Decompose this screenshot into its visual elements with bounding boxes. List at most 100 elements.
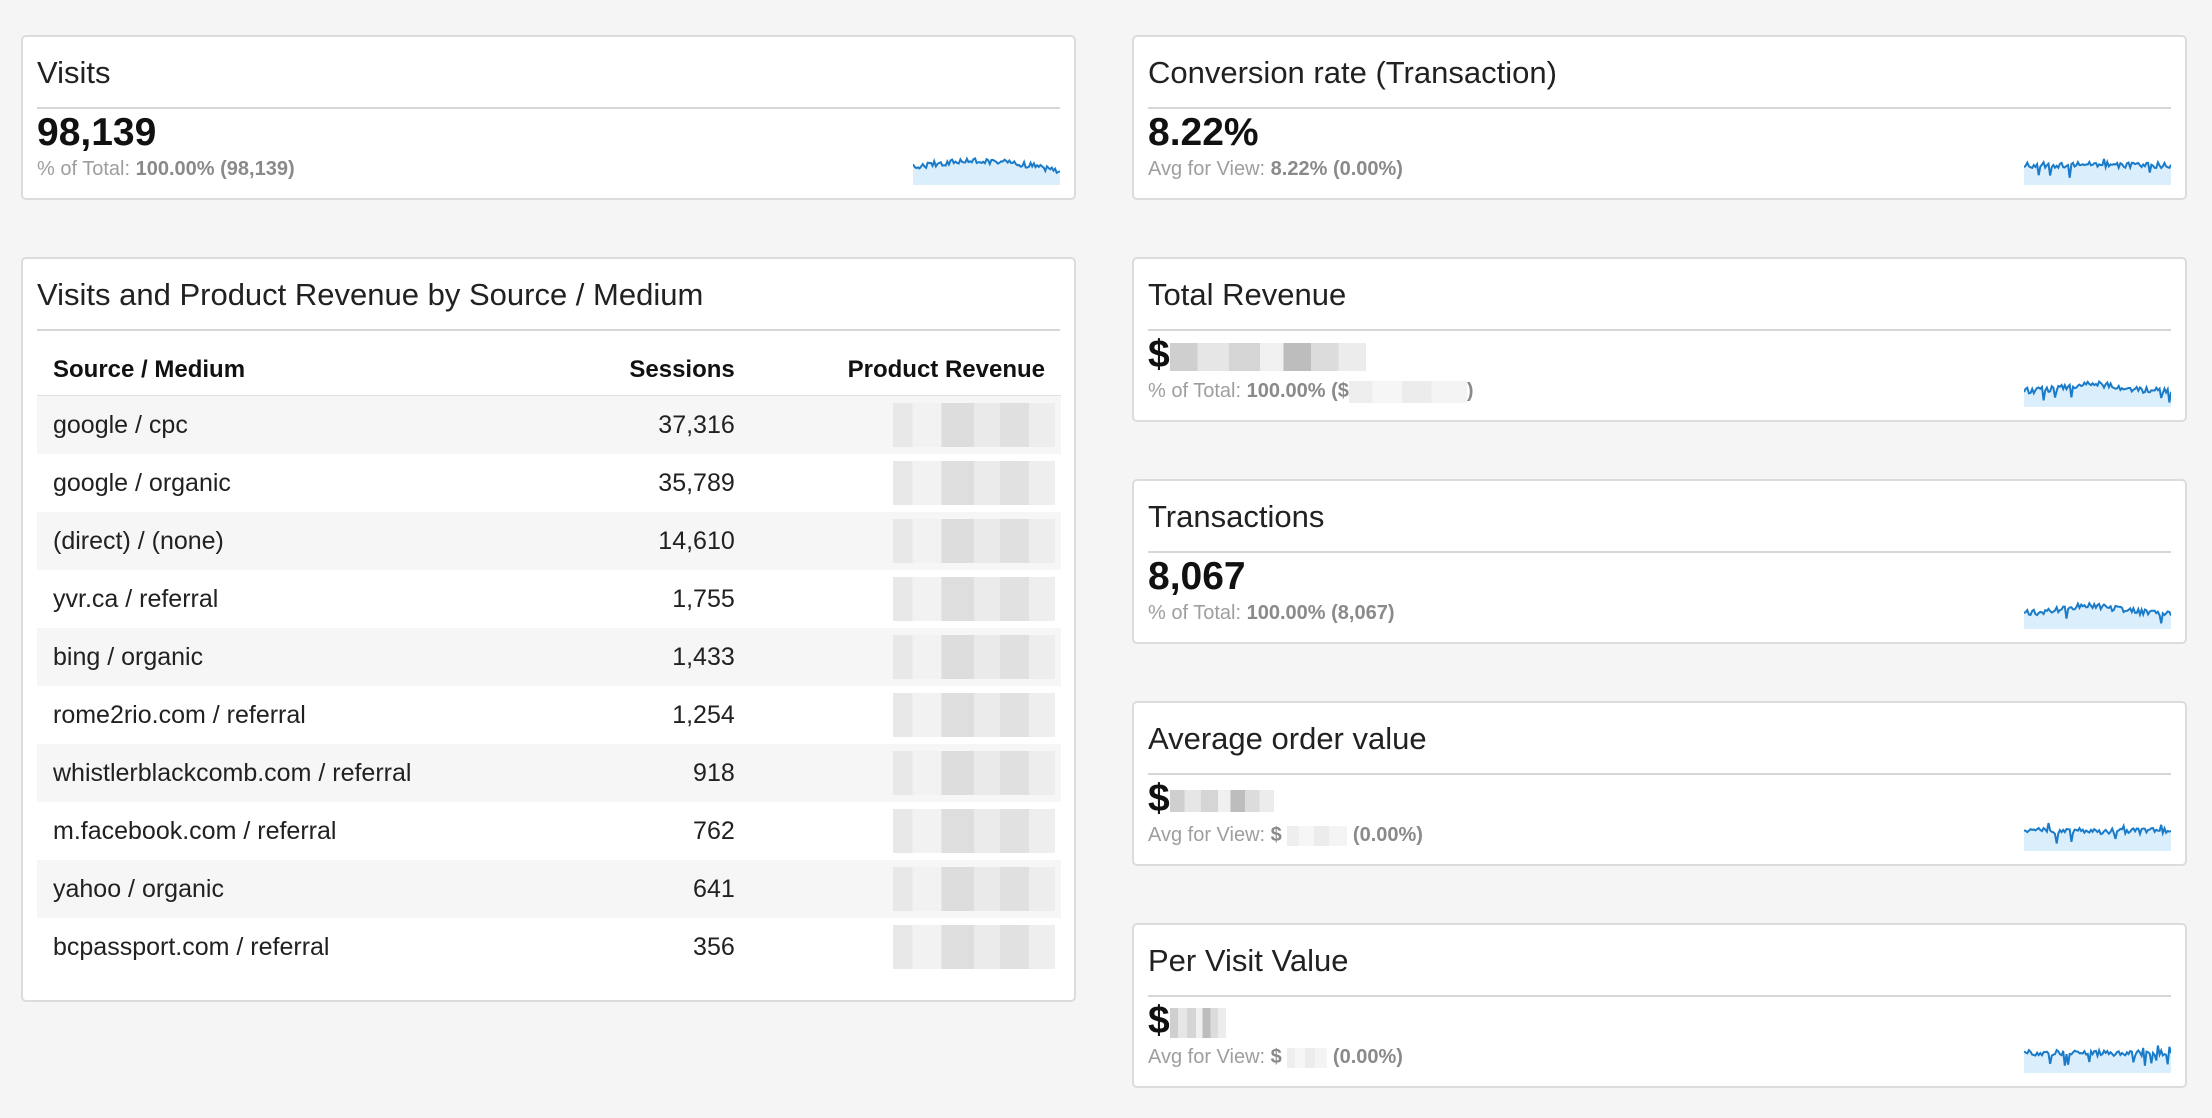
revenue-cell-redacted <box>750 744 1061 802</box>
source-cell: yvr.ca / referral <box>53 584 219 613</box>
sub-value: 100.00% ($ <box>1246 380 1349 402</box>
sub-label: Avg for View: <box>1148 1046 1266 1068</box>
sessions-cell: 14,610 <box>564 512 751 570</box>
table-row[interactable]: rome2rio.com / referral 1,254 <box>37 686 1061 744</box>
sparkline <box>2024 1045 2171 1073</box>
table-row[interactable]: google / organic 35,789 <box>37 454 1061 512</box>
redaction <box>893 577 1055 621</box>
metric-subtext: Avg for View: $ (0.00%) <box>1148 1046 1403 1069</box>
card-title: Total Revenue <box>1148 277 1347 312</box>
metric-subtext: % of Total: 100.00% (98,139) <box>37 158 295 181</box>
table-row[interactable]: (direct) / (none) 14,610 <box>37 512 1061 570</box>
source-cell: whistlerblackcomb.com / referral <box>37 744 565 802</box>
revenue-cell-redacted <box>751 454 1061 512</box>
revenue-cell-redacted <box>750 512 1061 570</box>
sparkline-area <box>2024 1045 2171 1073</box>
redaction <box>893 809 1055 853</box>
source-medium-table: Source / Medium Sessions Product Revenue… <box>37 345 1061 976</box>
redaction <box>1287 1047 1328 1068</box>
per-visit-value-card: Per Visit Value $ Avg for View: $ (0.00%… <box>1132 923 2187 1088</box>
total-revenue-card: Total Revenue $ % of Total: 100.00% ($) <box>1132 257 2187 422</box>
revenue-cell-redacted <box>751 918 1061 976</box>
source-cell: (direct) / (none) <box>37 512 565 570</box>
sessions-cell: 356 <box>693 932 735 961</box>
table-row[interactable]: google / cpc 37,316 <box>37 395 1061 454</box>
sub-label: % of Total: <box>1148 380 1242 402</box>
sessions-cell: 1,755 <box>672 584 735 613</box>
redaction <box>893 693 1055 737</box>
sub-value-suffix: (0.00%) <box>1352 824 1423 846</box>
redaction <box>893 635 1055 679</box>
sessions-cell: 37,316 <box>564 395 751 454</box>
currency-symbol: $ <box>1148 999 1170 1042</box>
sub-value: 8.22% (0.00%) <box>1270 158 1403 180</box>
divider <box>37 107 1060 109</box>
sparkline <box>2024 379 2171 407</box>
metric-subtext: % of Total: 100.00% (8,067) <box>1148 602 1394 625</box>
table-row[interactable]: bing / organic 1,433 <box>37 628 1061 686</box>
sparkline <box>2024 601 2171 629</box>
sparkline-line <box>2024 822 2171 844</box>
sub-value-prefix: $ <box>1270 1046 1282 1068</box>
sparkline-area <box>2024 158 2171 185</box>
table-row[interactable]: m.facebook.com / referral 762 <box>37 802 1061 860</box>
card-title: Conversion rate (Transaction) <box>1148 55 1557 90</box>
sparkline <box>2024 158 2171 185</box>
revenue-cell-redacted <box>750 395 1061 454</box>
revenue-cell-redacted <box>750 628 1061 686</box>
sub-label: Avg for View: <box>1148 824 1266 846</box>
table-row[interactable]: yvr.ca / referral 1,755 <box>37 570 1061 628</box>
card-title: Per Visit Value <box>1148 943 1349 978</box>
transactions-card: Transactions 8,067 % of Total: 100.00% (… <box>1132 479 2187 644</box>
redaction <box>893 867 1055 911</box>
metric-subtext: Avg for View: $ (0.00%) <box>1148 824 1423 847</box>
sparkline-area <box>2024 823 2171 851</box>
sessions-cell: 1,433 <box>564 628 751 686</box>
metric-value: $ <box>1148 777 1274 821</box>
metric-value: $ <box>1148 999 1226 1043</box>
visits-card: Visits 98,139 % of Total: 100.00% (98,13… <box>21 35 1076 200</box>
currency-symbol: $ <box>1148 777 1170 820</box>
divider <box>1148 773 2171 775</box>
revenue-cell-redacted <box>751 686 1061 744</box>
redaction <box>893 403 1055 447</box>
redaction <box>893 461 1055 505</box>
sessions-cell: 762 <box>693 816 735 845</box>
divider <box>1148 329 2171 331</box>
average-order-value-card: Average order value $ Avg for View: $ (0… <box>1132 701 2187 866</box>
sessions-cell: 35,789 <box>658 468 735 497</box>
source-cell: google / organic <box>53 468 231 497</box>
table-row[interactable]: whistlerblackcomb.com / referral 918 <box>37 744 1061 802</box>
metric-value: 8,067 <box>1148 555 1246 598</box>
sub-value: 100.00% (8,067) <box>1246 602 1395 624</box>
column-header-product-revenue[interactable]: Product Revenue <box>750 345 1061 396</box>
revenue-cell-redacted <box>751 802 1061 860</box>
card-title: Average order value <box>1148 721 1427 756</box>
sessions-cell: 918 <box>564 744 751 802</box>
sessions-cell: 1,254 <box>672 700 735 729</box>
revenue-cell-redacted <box>750 860 1061 918</box>
sparkline-line <box>2024 158 2171 178</box>
column-header-sessions[interactable]: Sessions <box>564 345 751 396</box>
table-header-row: Source / Medium Sessions Product Revenue <box>37 345 1061 396</box>
metric-subtext: % of Total: 100.00% ($) <box>1148 380 1474 403</box>
metric-value: $ <box>1148 333 1366 377</box>
table-row[interactable]: yahoo / organic 641 <box>37 860 1061 918</box>
column-header-source[interactable]: Source / Medium <box>37 345 565 396</box>
redaction <box>1169 342 1366 371</box>
source-cell: m.facebook.com / referral <box>53 816 337 845</box>
card-title: Transactions <box>1148 499 1325 534</box>
sparkline-line <box>2024 379 2171 403</box>
redaction <box>1348 380 1467 403</box>
sub-label: Avg for View: <box>1148 158 1266 180</box>
source-cell: google / cpc <box>37 395 565 454</box>
source-cell: bcpassport.com / referral <box>53 932 330 961</box>
table-row[interactable]: bcpassport.com / referral 356 <box>37 918 1061 976</box>
metric-subtext: Avg for View: 8.22% (0.00%) <box>1148 158 1403 181</box>
sparkline <box>913 156 1060 185</box>
sub-value: 100.00% (98,139) <box>135 158 295 180</box>
redaction <box>1287 825 1348 846</box>
divider <box>1148 107 2171 109</box>
metric-value: 8.22% <box>1148 111 1259 154</box>
metric-value: 98,139 <box>37 111 157 154</box>
